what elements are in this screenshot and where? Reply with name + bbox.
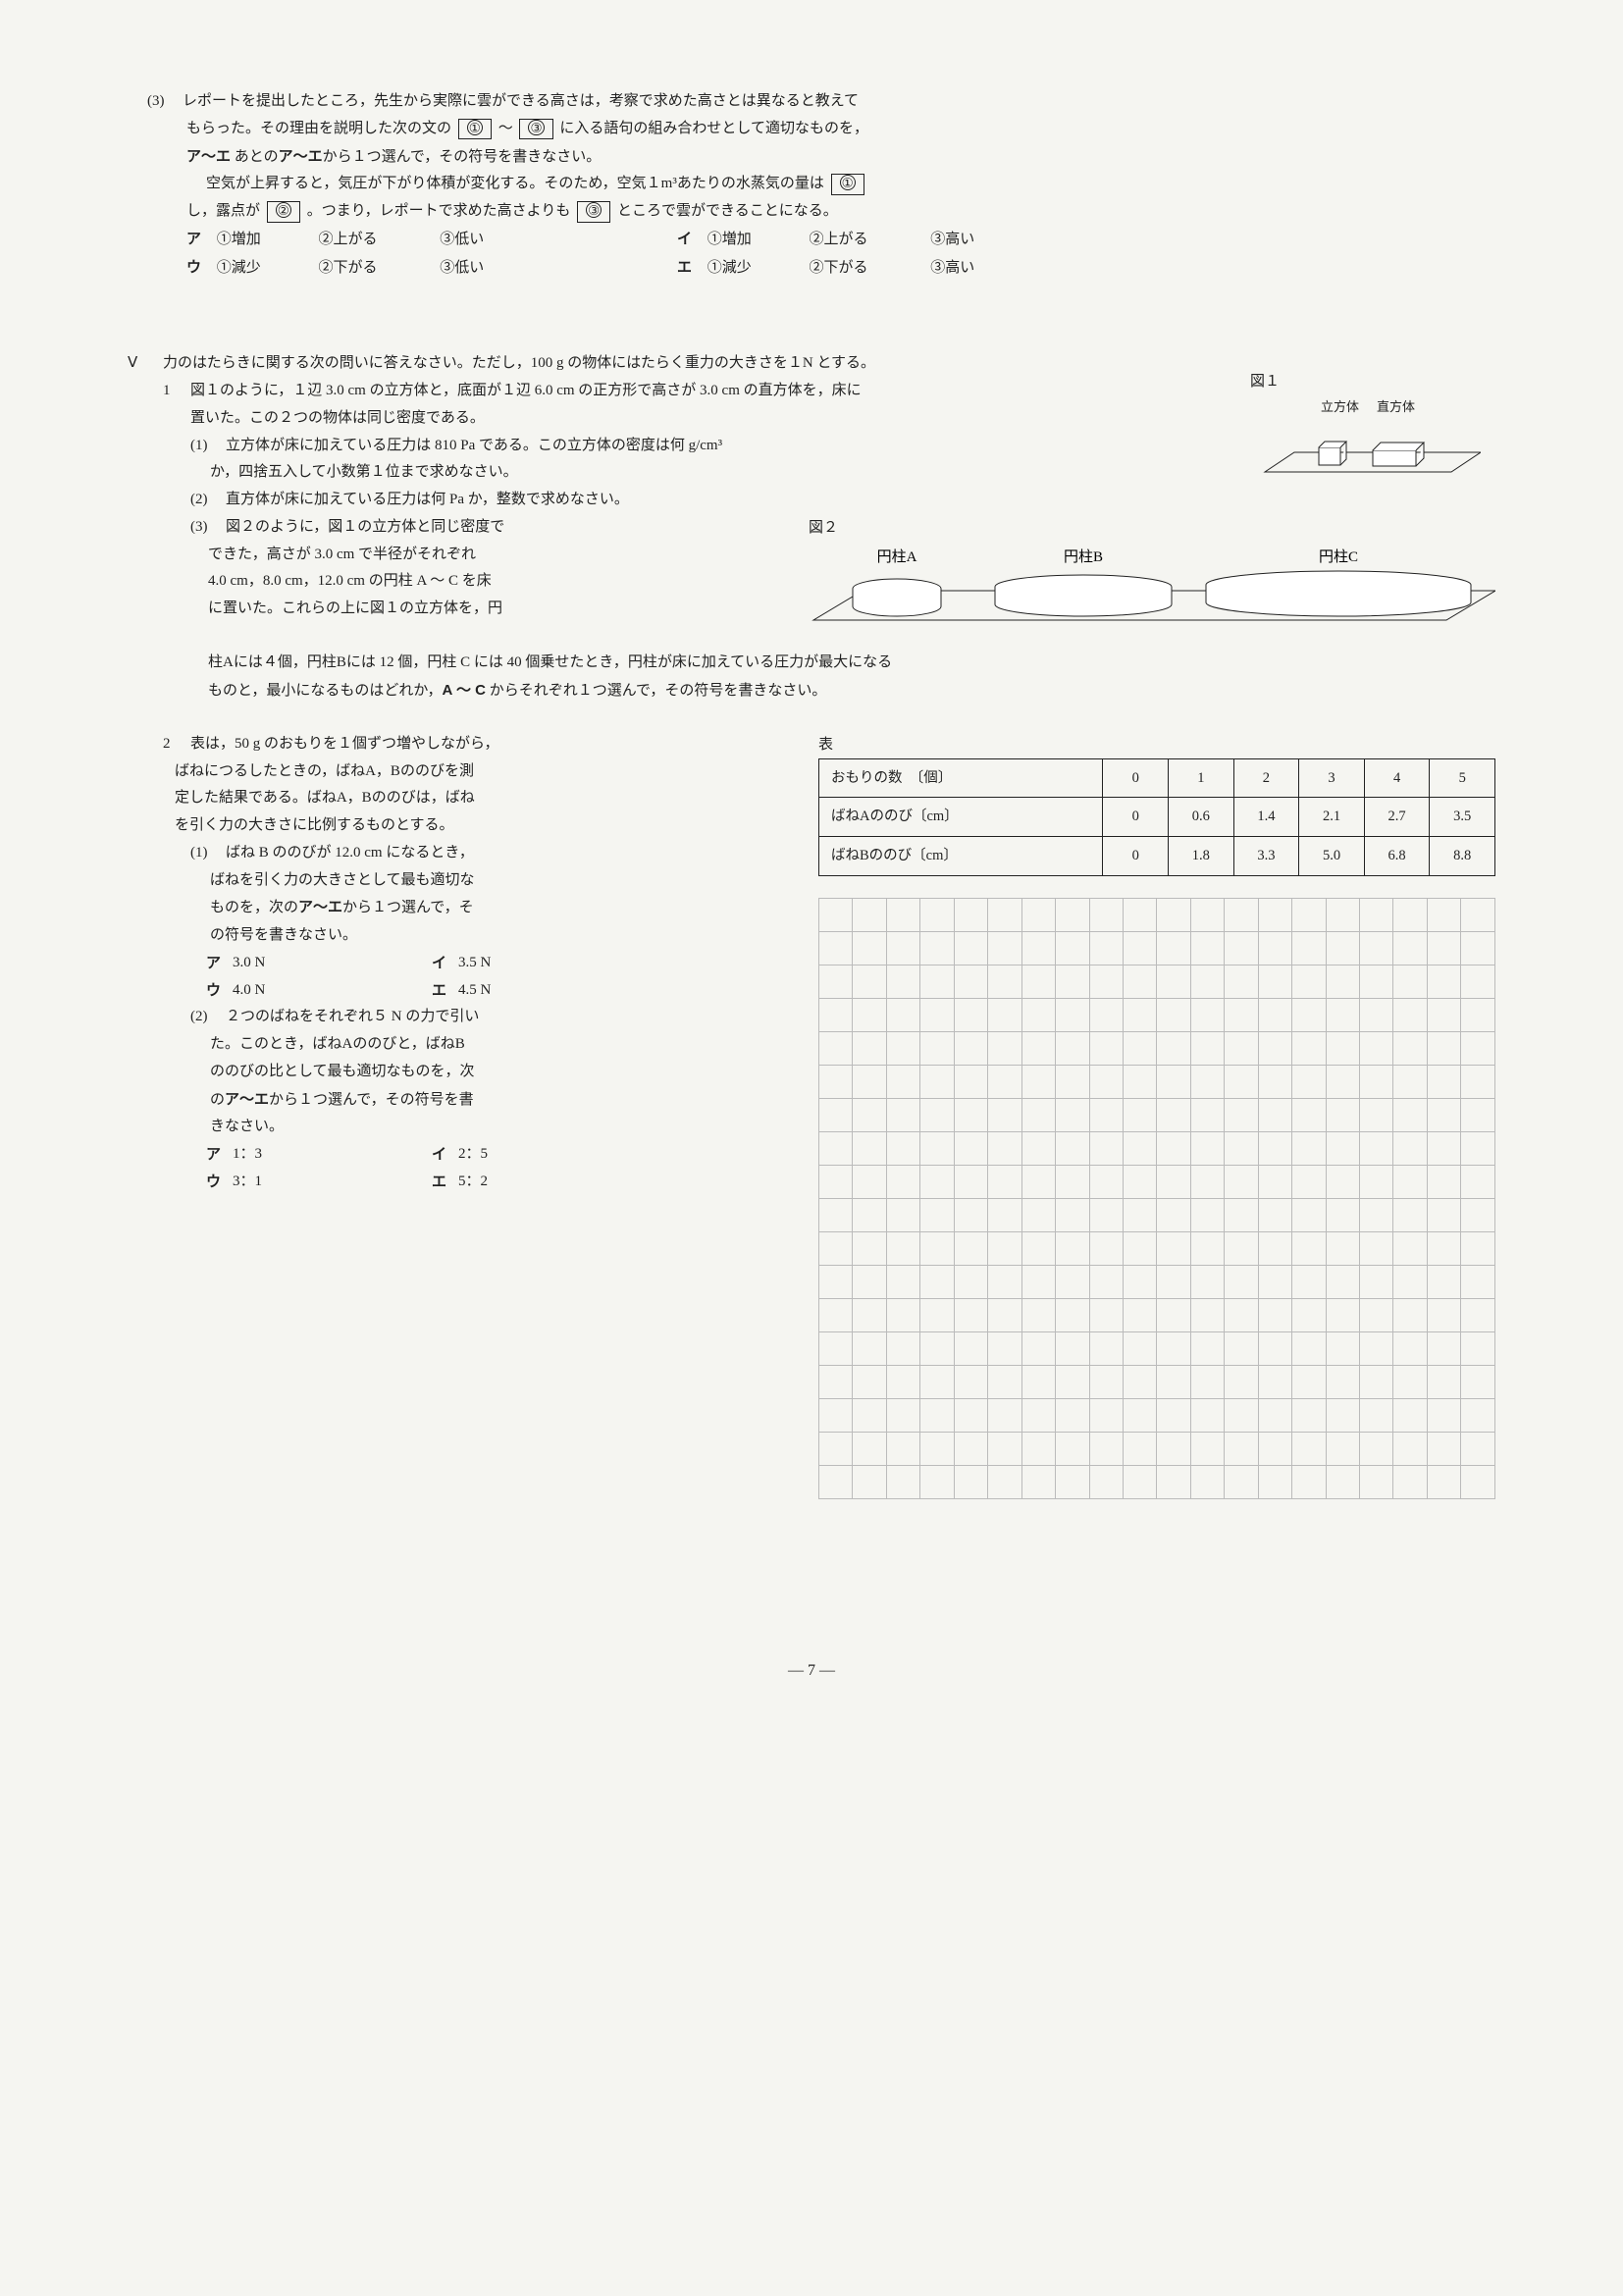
figure-2: 図２ 円柱A 円柱B 円柱C bbox=[809, 514, 1495, 651]
table-row: ばねAののび〔cm〕 0 0.6 1.4 2.1 2.7 3.5 bbox=[819, 798, 1495, 837]
v2-2-a: ２つのばねをそれぞれ５ N の力で引い bbox=[226, 1004, 479, 1031]
table-row: おもりの数 〔個〕 0 1 2 3 4 5 bbox=[819, 758, 1495, 798]
q3-line1: レポートを提出したところ，先生から実際に雲ができる高さは，考察で求めた高さとは異… bbox=[183, 88, 859, 116]
figure-1: 図１ 立方体 直方体 bbox=[1250, 368, 1486, 502]
blank-3: ③ bbox=[519, 119, 552, 140]
q3-line2: もらった。その理由を説明した次の文の ① ～ ③ に入る語句の組み合わせとして適… bbox=[147, 116, 1495, 143]
table-title: 表 bbox=[818, 731, 1495, 758]
blank-1: ① bbox=[458, 119, 492, 140]
v1-3-f: ものと，最小になるものはどれか，A ～ C からそれぞれ１つ選んで，その符号を書… bbox=[128, 677, 1495, 705]
v-number: Ⅴ bbox=[128, 350, 163, 378]
v1-3-c: 4.0 cm，8.0 cm，12.0 cm の円柱 A ～ C を床 bbox=[208, 568, 779, 596]
v2-lead3: 定した結果である。ばねA，Bののびは，ばね bbox=[175, 785, 499, 812]
v1-1-b: か，四捨五入して小数第１位まで求めなさい。 bbox=[210, 459, 722, 487]
v1-1-a: 立方体が床に加えている圧力は 810 Pa である。この立方体の密度は何 g/c… bbox=[226, 433, 722, 460]
v2-2-d: のア～エから１つ選んで，その符号を書 bbox=[210, 1086, 479, 1115]
v1-3-b: できた，高さが 3.0 cm で半径がそれぞれ bbox=[208, 542, 779, 569]
fill-blank-1: ① bbox=[831, 174, 864, 195]
spring-data-table: おもりの数 〔個〕 0 1 2 3 4 5 ばねAののび〔cm〕 0 0.6 1… bbox=[818, 758, 1495, 876]
v2-2-choices: ア1：3 イ2：5 ウ3：1 エ5：2 bbox=[206, 1141, 783, 1196]
fill-blank-2: ② bbox=[267, 201, 300, 223]
q3-line3: ア～エ あとのア～エから１つ選んで，その符号を書きなさい。 あとのア～エから１つ… bbox=[147, 143, 1495, 172]
v2-1-c: ものを，次のア～エから１つ選んで，そ bbox=[210, 894, 475, 922]
cyl-a-label: 円柱A bbox=[877, 548, 917, 565]
v2-lead2: ばねにつるしたときの，ばねA，Bののびを測 bbox=[175, 758, 499, 786]
v1-number: 1 bbox=[163, 378, 190, 433]
q3-number: (3) bbox=[147, 88, 183, 116]
fill-blank-3: ③ bbox=[577, 201, 610, 223]
v-intro: 力のはたらきに関する次の問いに答えなさい。ただし，100 g の物体にはたらく重… bbox=[163, 350, 875, 378]
v1-2-num: (2) bbox=[190, 487, 226, 514]
table-row: ばねBののび〔cm〕 0 1.8 3.3 5.0 6.8 8.8 bbox=[819, 837, 1495, 876]
figure-2-svg: 円柱A 円柱B 円柱C bbox=[809, 542, 1495, 640]
page-number: — 7 — bbox=[128, 1656, 1495, 1686]
v1-3-e: 柱Aには４個，円柱Bには 12 個，円柱 C には 40 個乗せたとき，円柱が床… bbox=[128, 650, 1495, 677]
section-v: Ⅴ 力のはたらきに関する次の問いに答えなさい。ただし，100 g の物体にはたら… bbox=[128, 350, 1495, 1499]
v1-3-d: に置いた。これらの上に図１の立方体を，円 bbox=[208, 596, 779, 623]
v2-2-c: ののびの比として最も適切なものを，次 bbox=[210, 1059, 479, 1086]
v2-lead4: を引く力の大きさに比例するものとする。 bbox=[175, 812, 499, 840]
cyl-b-label: 円柱B bbox=[1064, 548, 1103, 565]
v2-2-e: きなさい。 bbox=[210, 1114, 479, 1141]
q3-choices-row1: ア ①増加 ②上がる ③低い イ ①増加 ②上がる ③高い bbox=[186, 226, 1495, 254]
answer-grid bbox=[818, 898, 1495, 1499]
cyl-c-label: 円柱C bbox=[1319, 548, 1358, 565]
v1-2-text: 直方体が床に加えている圧力は何 Pa か，整数で求めなさい。 bbox=[226, 487, 629, 514]
question-3: (3) レポートを提出したところ，先生から実際に雲ができる高さは，考察で求めた高… bbox=[128, 88, 1495, 282]
v2-1-a: ばね B ののびが 12.0 cm になるとき， bbox=[226, 840, 475, 867]
v2-2-b: た。このとき，ばねAののびと，ばねB bbox=[210, 1031, 479, 1059]
figure-1-svg bbox=[1255, 423, 1481, 492]
v2-1-choices: ア3.0 N イ3.5 N ウ4.0 N エ4.5 N bbox=[206, 950, 783, 1005]
v1-lead1: 図１のように，１辺 3.0 cm の立方体と，底面が１辺 6.0 cm の正方形… bbox=[190, 378, 862, 405]
q3-fill-sentence: 空気が上昇すると，気圧が下がり体積が変化する。そのため，空気１m³あたりの水蒸気… bbox=[147, 171, 1495, 198]
v1-lead2: 置いた。この２つの物体は同じ密度である。 bbox=[190, 405, 862, 433]
v2-1-d: の符号を書きなさい。 bbox=[210, 922, 475, 950]
q3-choices-row2: ウ ①減少 ②下がる ③低い エ ①減少 ②下がる ③高い bbox=[186, 254, 1495, 283]
q3-fill-sentence-2: し，露点が ② 。つまり，レポートで求めた高さよりも ③ ところで雲ができること… bbox=[147, 198, 1495, 226]
v2-1-b: ばねを引く力の大きさとして最も適切な bbox=[210, 867, 475, 895]
v2-lead1: 表は，50 g のおもりを１個ずつ増やしながら， bbox=[190, 731, 499, 758]
v1-3-num: (3) bbox=[190, 514, 226, 542]
v1-3-a: 図２のように，図１の立方体と同じ密度で bbox=[226, 514, 504, 542]
